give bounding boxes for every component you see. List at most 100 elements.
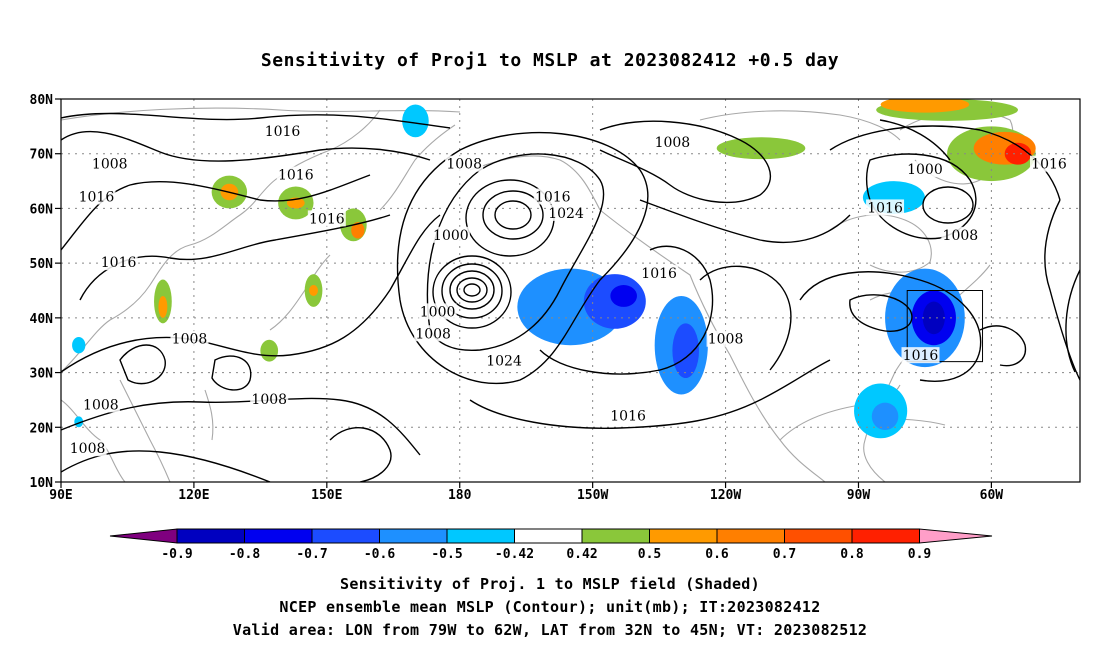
colorbar-swatch	[716, 528, 785, 544]
coast-na-west	[599, 209, 826, 482]
shading-patch-n05	[871, 402, 899, 431]
valid-area-rect	[906, 290, 984, 363]
contour-label: 1016	[903, 348, 939, 364]
contour-label: 1008	[251, 392, 287, 408]
y-tick-label: 50N	[30, 257, 54, 272]
colorbar-tick-label: 0.5	[638, 547, 661, 562]
y-tick-label: 80N	[30, 93, 54, 108]
valid-area-box	[906, 290, 984, 363]
isobar	[494, 200, 532, 230]
contour-labels: 1016 1008 1016 1016 1016 1016 1008 1008 1008 1008…	[68, 122, 1068, 457]
y-tick-label: 40N	[30, 312, 54, 327]
x-tick-label: 120W	[710, 488, 741, 503]
colorbar-swatch	[514, 528, 583, 544]
contour-label-bg	[431, 226, 470, 243]
isobar	[639, 199, 851, 244]
isobar	[61, 130, 431, 162]
colorbar: -0.9 -0.8 -0.7 -0.6 -0.5 -0.42 0.42 0.5 0.6 0.7 0.…	[109, 528, 993, 562]
x-tick-label: 150E	[311, 488, 342, 503]
contour-label: 1008	[655, 135, 691, 151]
colorbar-swatch	[446, 528, 515, 544]
contour-label: 1016	[101, 255, 137, 271]
contour-label: 1016	[309, 211, 345, 227]
contour-label: 1008	[708, 332, 744, 348]
x-tick-label: 120E	[178, 488, 209, 503]
contour-label: 1016	[610, 408, 646, 424]
contour-label-bg	[547, 204, 586, 221]
shading-patch-p05	[158, 295, 168, 318]
colorbar-tick-label: -0.42	[495, 547, 534, 562]
contour-label-bg	[90, 155, 129, 172]
isobar	[1044, 199, 1080, 381]
contour-label: 1008	[415, 326, 451, 342]
isobar	[61, 112, 451, 129]
isobar	[599, 120, 771, 203]
contour-label-bg	[609, 407, 648, 424]
x-tick-label: 60W	[980, 488, 1004, 503]
isobar	[482, 190, 544, 240]
isobar	[441, 263, 503, 319]
shading-patch-p08	[1004, 142, 1032, 165]
shading-patch-p042	[260, 339, 279, 362]
shading-patch-n042	[402, 104, 429, 138]
isobar	[469, 359, 831, 429]
contour-label-bg	[418, 303, 457, 320]
x-tick-label: 90W	[847, 488, 871, 503]
contour-label-bg	[905, 161, 944, 178]
contour-label-bg	[263, 122, 302, 139]
isobar	[61, 214, 441, 373]
shading-patch-p05	[309, 285, 318, 296]
isobar	[922, 186, 974, 224]
contour-label-bg	[485, 352, 524, 369]
isobar	[979, 325, 1027, 367]
isobar	[879, 119, 951, 161]
caption-shading: Sensitivity of Proj. 1 to MSLP field (Sh…	[340, 575, 760, 593]
contour-label: 1016	[641, 266, 677, 282]
isobar	[396, 131, 649, 385]
isobar	[432, 255, 512, 329]
contour-label: 1016	[79, 189, 115, 205]
colorbar-tick-label: 0.6	[705, 547, 729, 562]
contour-label: 1016	[278, 168, 314, 184]
y-tick-label: 20N	[30, 421, 54, 436]
colorbar-tick-label: 0.42	[566, 547, 597, 562]
colorbar-swatch	[379, 528, 448, 544]
y-tick-label: 60N	[30, 202, 54, 217]
coast-siberia-arctic	[61, 107, 461, 121]
contour-label-bg	[866, 199, 905, 216]
y-tick-label: 30N	[30, 367, 54, 382]
colorbar-swatch	[311, 528, 380, 544]
colorbar-swatch	[784, 528, 853, 544]
x-tick-label: 180	[448, 488, 472, 503]
contour-label-bg	[901, 347, 940, 364]
coast-asia-east	[61, 109, 381, 373]
colorbar-tick-label: 0.9	[908, 547, 931, 562]
colorbar-tick-label: -0.9	[161, 547, 192, 562]
colorbar-swatch	[581, 528, 650, 544]
isobar	[539, 245, 714, 375]
contour-label-bg	[414, 325, 453, 342]
sensitivity-shading	[72, 99, 1036, 439]
isobar	[456, 277, 488, 303]
y-tick-label: 70N	[30, 148, 54, 163]
contour-label-bg	[706, 330, 745, 347]
isobar	[119, 344, 166, 385]
contour-label: 1000	[907, 162, 943, 178]
isobar	[1065, 269, 1080, 373]
caption-contour: NCEP ensemble mean MSLP (Contour); unit(…	[279, 598, 821, 616]
colorbar-tick-label: 0.7	[773, 547, 796, 562]
contour-label-bg	[1029, 155, 1068, 172]
y-tick-label: 10N	[30, 476, 54, 491]
contour-label: 1016	[1031, 157, 1067, 173]
x-tick-label: 150W	[577, 488, 608, 503]
contour-label-bg	[81, 396, 120, 413]
colorbar-swatch	[851, 528, 920, 544]
coast-kamchatka	[379, 124, 456, 211]
mslp-contours	[61, 112, 1080, 482]
contour-label: 1000	[420, 304, 456, 320]
contour-label-bg	[77, 188, 116, 205]
contour-label: 1008	[83, 397, 119, 413]
isobar	[329, 426, 392, 482]
shading-patch-n042	[72, 337, 86, 354]
